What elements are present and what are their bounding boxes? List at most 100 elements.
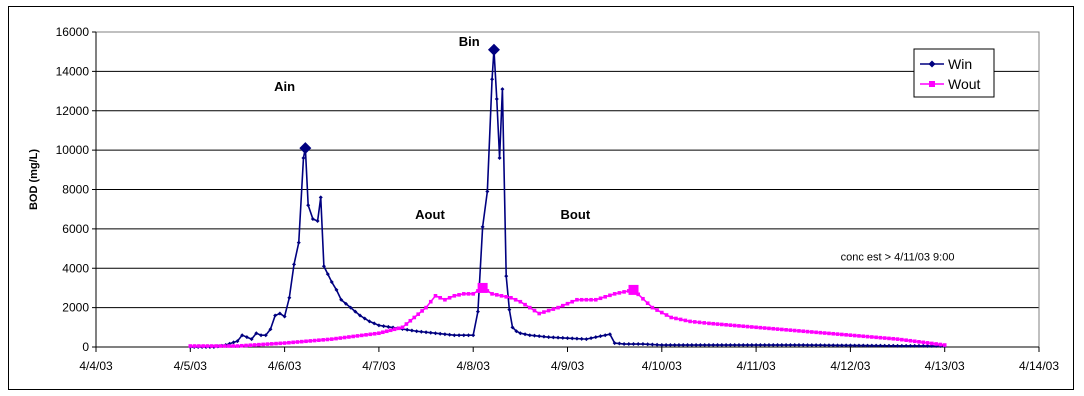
data-point [865,343,870,348]
data-point [612,341,617,346]
data-point [685,343,690,348]
annotations: Ain Bin Aout Bout conc est > 4/11/03 9:00 [274,34,954,264]
data-point [306,203,311,208]
data-point [848,333,853,337]
data-point [452,333,457,338]
data-point [589,297,593,302]
data-point [325,337,330,342]
series-win [188,43,947,349]
data-point [745,324,750,329]
data-point [368,332,373,337]
data-point [674,316,678,321]
series-lines [188,43,947,349]
data-point [347,335,351,339]
data-point [598,334,603,339]
data-point [551,335,556,340]
data-point [925,343,930,348]
data-point [750,325,754,329]
data-point [702,343,707,348]
data-point [788,328,793,332]
data-point [767,326,771,331]
data-point [908,338,913,343]
data-point [822,331,827,335]
data-point [724,323,728,327]
data-point [869,343,874,348]
data-point [461,292,466,296]
data-point [494,96,499,101]
data-point [499,294,504,298]
data-point [728,323,733,327]
data-point [912,343,917,348]
data-point [372,331,377,336]
data-point [321,264,326,269]
data-point [343,301,348,306]
data-point [408,318,413,323]
data-point [912,339,917,344]
y-tick-label: 12000 [56,104,90,118]
data-point [475,309,480,314]
data-point [523,302,527,307]
data-point [485,189,490,194]
data-point [263,333,268,338]
data-point [447,332,452,337]
data-point [655,308,659,312]
data-point [904,338,908,342]
data-point [570,299,575,304]
x-tick-label: 4/9/03 [551,359,585,373]
data-point [537,311,542,316]
data-point [282,314,287,319]
data-point [362,316,367,321]
data-point [244,335,249,340]
data-point [523,332,528,337]
data-point [900,337,904,342]
data-point [865,334,870,339]
data-point [500,87,505,92]
data-point [780,327,784,332]
data-point [771,343,776,348]
data-point [466,292,471,296]
data-point [353,309,358,314]
axes: 0 2000 4000 6000 8000 10000 12000 14000 16000 4/4… [56,25,1060,373]
data-point [669,315,674,320]
y-tick-label: 2000 [62,301,89,315]
y-axis-label: BOD (mg/L) [28,149,40,210]
data-point [792,343,797,348]
data-point [359,333,364,338]
data-point [784,343,789,348]
data-point [584,297,589,302]
data-point [887,336,891,341]
data-point [835,332,840,336]
data-point [736,343,741,348]
data-point [428,299,433,304]
data-point [598,296,603,301]
data-point [930,341,934,346]
data-point [814,343,819,348]
data-point [797,329,801,333]
data-point [384,329,389,334]
annotation-ain: Ain [274,79,295,94]
data-point [386,324,391,329]
data-point [537,334,542,339]
data-point [301,156,306,160]
data-point [668,343,673,348]
data-point [702,321,707,325]
data-point [608,293,612,298]
data-point [856,343,861,348]
y-tick-label: 0 [82,340,89,354]
data-point [575,297,579,302]
data-point [442,332,447,337]
legend-marker [928,60,936,68]
data-point [788,343,793,348]
data-point [239,343,244,348]
data-point [565,301,570,306]
data-point [252,343,257,347]
data-point [542,310,546,314]
data-point [874,343,879,348]
x-tick-label: 4/7/03 [362,359,396,373]
data-point [715,343,720,348]
data-point [396,326,401,331]
data-point [886,343,891,348]
data-point [447,295,452,300]
data-point [711,321,716,326]
data-point [579,336,584,341]
